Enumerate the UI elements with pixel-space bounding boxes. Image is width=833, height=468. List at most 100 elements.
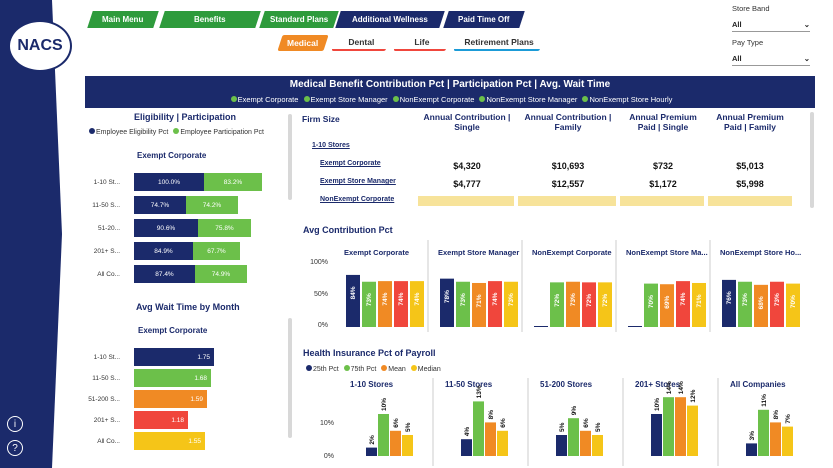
table-cell-empty (518, 196, 616, 206)
panel-title: NonExempt Store Ho... (720, 248, 801, 257)
tab-standard-plans[interactable]: Standard Plans (259, 11, 339, 28)
payroll-bar (746, 443, 757, 456)
tab-paid-time-off[interactable]: Paid Time Off (443, 11, 525, 28)
bar-label: 5% (405, 422, 412, 432)
bar-label: 74% (382, 292, 389, 305)
bar-label: 13% (476, 385, 483, 398)
table-row-label[interactable]: NonExempt Corporate (320, 196, 395, 203)
store-band-label: Store Band (732, 4, 770, 13)
axis-label: 10% (319, 420, 334, 427)
banner-legend: Exempt Corporate Exempt Store Manager No… (85, 95, 815, 104)
wait-scrollbar[interactable] (288, 318, 292, 438)
tab-additional-wellness[interactable]: Additional Wellness (335, 11, 445, 28)
chart-row: 201+ S... 1.18 (86, 411, 286, 429)
table-row-label[interactable]: Exempt Store Manager (320, 178, 396, 185)
bar-label: 70% (648, 295, 655, 308)
chart-row: 201+ S... 84.9% 67.7% (86, 242, 282, 260)
category-label: 51-20... (97, 224, 120, 232)
panel-title: Exempt Store Manager (438, 248, 519, 257)
bar-label: 74% (492, 292, 499, 305)
contribution-bar (362, 281, 376, 327)
chart-row: 1-10 St... 1.75 (86, 348, 286, 366)
contribution-bar (644, 283, 658, 327)
bar-label: 11% (761, 394, 768, 407)
eligibility-bar: 84.9% (134, 242, 193, 260)
table-group-label[interactable]: 1-10 Stores (312, 142, 350, 149)
help-icon[interactable]: ? (7, 440, 23, 456)
contribution-chart: Exempt Corporate 84% 73% 74% 74% 74% Exempt St… (344, 240, 801, 332)
contribution-bar (346, 274, 360, 327)
eligibility-group: Exempt Corporate (137, 151, 207, 160)
payroll-bar (770, 422, 781, 456)
bar-label: 76% (726, 291, 733, 304)
bar-label: 71% (476, 294, 483, 307)
chart-row: All Co... 87.4% 74.9% (86, 265, 282, 283)
table-scrollbar[interactable] (810, 112, 814, 208)
subtab-retirement-plans[interactable]: Retirement Plans (453, 35, 545, 51)
contribution-bar (722, 279, 736, 327)
contribution-bar (754, 284, 768, 327)
contribution-bar (378, 281, 392, 327)
col-header[interactable]: Firm Size (302, 114, 340, 124)
bar-label: 84% (350, 286, 357, 299)
bar-label: 12% (690, 389, 697, 402)
tab-benefits[interactable]: Benefits (159, 11, 261, 28)
payroll-bar (568, 418, 579, 456)
bar-label: 5% (595, 422, 602, 432)
wait-title: Avg Wait Time by Month (136, 302, 240, 312)
bar-label: 73% (460, 293, 467, 306)
chevron-down-icon: ⌄ (803, 20, 810, 29)
table-row-label[interactable]: Exempt Corporate (320, 160, 381, 167)
bar-label: 72% (586, 294, 593, 307)
table-cell: $1,172 (649, 179, 677, 189)
panel-title: Exempt Corporate (344, 248, 409, 257)
subtab-dental[interactable]: Dental (331, 35, 391, 51)
panel-title: 1-10 Stores (350, 380, 394, 389)
bar-label: 72% (602, 294, 609, 307)
bar-label: 74% (414, 292, 421, 305)
table-cell: $4,777 (453, 179, 481, 189)
eligibility-scrollbar[interactable] (288, 114, 292, 200)
contribution-bar (676, 281, 690, 327)
payroll-bar (675, 397, 686, 456)
col-header[interactable]: Annual Contribution | Family (524, 112, 612, 132)
col-header[interactable]: Annual Premium Paid | Single (629, 112, 697, 132)
bar-label: 71% (696, 294, 703, 307)
payroll-bar (651, 414, 662, 456)
wait-bar: 1.75 (134, 348, 214, 366)
payroll-bar (473, 401, 484, 456)
table-cell-empty (620, 196, 704, 206)
bar-label: 73% (742, 293, 749, 306)
bar-label: 68% (758, 296, 765, 309)
bar-label: 69% (664, 295, 671, 308)
bar-label: 72% (554, 294, 561, 307)
payroll-bar (461, 439, 472, 456)
contribution-bar (770, 281, 784, 327)
table-cell: $5,013 (736, 161, 764, 171)
contribution-bar (692, 282, 706, 327)
bar-label: 4% (464, 427, 471, 437)
info-icon[interactable]: i (7, 416, 23, 432)
chevron-down-icon: ⌄ (803, 54, 810, 63)
bar-label: 74% (398, 292, 405, 305)
bar-label: 70% (790, 295, 797, 308)
bar-label: 73% (570, 293, 577, 306)
bar-label: 7% (785, 414, 792, 424)
col-header[interactable]: Annual Contribution | Single (423, 112, 511, 132)
panel-title: NonExempt Store Ma... (626, 248, 708, 257)
payroll-bar (687, 405, 698, 456)
wait-bar: 1.59 (134, 390, 207, 408)
store-band-dropdown[interactable]: All ⌄ (732, 18, 810, 32)
col-header[interactable]: Annual Premium Paid | Family (716, 112, 784, 132)
category-label: 11-50 S... (92, 201, 120, 209)
subtab-life[interactable]: Life (393, 35, 451, 51)
subtab-medical[interactable]: Medical (277, 35, 329, 51)
payroll-legend: 25th Pct 75th Pct Mean Median (303, 365, 441, 373)
bar-label: 73% (774, 293, 781, 306)
category-label: 51-200 S... (88, 395, 120, 403)
bar-label: 74% (680, 292, 687, 305)
tab-main-menu[interactable]: Main Menu (87, 11, 159, 28)
pay-type-dropdown[interactable]: All ⌄ (732, 52, 810, 66)
chart-row: 51-20... 90.6% 75.8% (86, 219, 282, 237)
bar-label: 8% (773, 410, 780, 420)
